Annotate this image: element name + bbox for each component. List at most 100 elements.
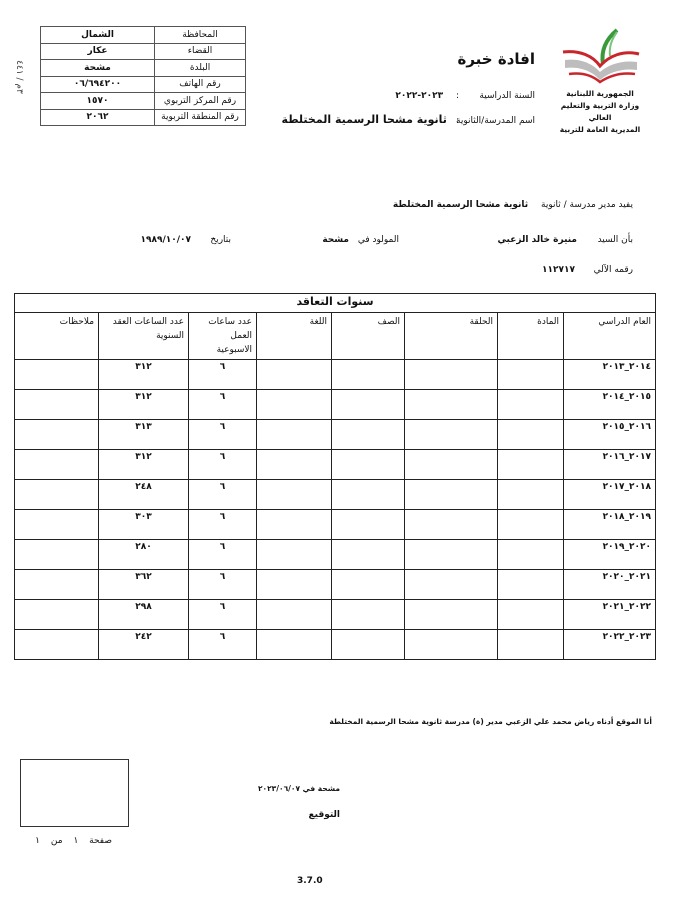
- director-line: يفيد مدير مدرسة / ثانوية ثانوية مشحا الر…: [393, 200, 633, 210]
- table-row: ٢٠١٨_٢٠١٧ ٦ ٢٤٨: [13, 479, 657, 510]
- director-label: يفيد مدير مدرسة / ثانوية: [541, 200, 633, 210]
- table-row: ٢٠٢٠_٢٠١٩ ٦ ٢٨٠: [13, 539, 657, 570]
- table-title: سنوات التعاقد: [13, 293, 657, 313]
- class-cell: [331, 449, 406, 480]
- column-header: العام الدراسي: [563, 312, 657, 360]
- page-label: صفحة: [89, 836, 112, 846]
- language-cell: [256, 629, 333, 660]
- info-row: عكار القضاء: [39, 42, 246, 60]
- class-cell: [331, 569, 406, 600]
- annual-hours-cell: ٢٤٢: [98, 629, 190, 660]
- ministry-logo: الجمهورية اللبنانية وزارة التربية والتعل…: [555, 26, 645, 134]
- info-row: ٠٦/٦٩٤٢٠٠ رقم الهاتف: [39, 75, 246, 93]
- logo-line-3: المديرية العامة للتربية: [559, 125, 641, 134]
- person-label: بأن السيد: [597, 235, 633, 245]
- notes-cell: [13, 419, 100, 450]
- logo-book-icon: [562, 28, 640, 84]
- subject-cell: [497, 509, 565, 540]
- table-row: ٢٠٢٢_٢٠٢١ ٦ ٢٩٨: [13, 599, 657, 630]
- annual-hours-cell: ٣٠٣: [98, 509, 190, 540]
- school-year-line: السنة الدراسية: ٢٠٢٣-٢٠٢٢: [395, 91, 535, 101]
- subject-cell: [497, 479, 565, 510]
- annual-hours-cell: ٣١٢: [98, 389, 190, 420]
- class-cell: [331, 509, 406, 540]
- page-total: ١: [35, 836, 41, 846]
- table-row: ٢٠١٥_٢٠١٤ ٦ ٣١٢: [13, 389, 657, 420]
- cycle-cell: [404, 509, 499, 540]
- subject-cell: [497, 359, 565, 390]
- info-row: الشمال المحافظة: [39, 26, 246, 44]
- born-place: مشحة: [322, 235, 349, 245]
- column-header: اللغة: [256, 312, 333, 360]
- page-of: من: [50, 836, 63, 846]
- version: 3.7.0: [297, 876, 323, 886]
- annual-hours-cell: ٣١٣: [98, 419, 190, 450]
- year-cell: ٢٠٢٢_٢٠٢١: [563, 599, 657, 630]
- year-cell: ٢٠٢١_٢٠٢٠: [563, 569, 657, 600]
- stamp-box: [20, 759, 129, 827]
- colon: :: [455, 116, 459, 126]
- info-table: الشمال المحافظة عكار القضاء مشحة البلدة ٠٦/٦٩٤…: [39, 26, 246, 126]
- birth-date: ١٩٨٩/١٠/٠٧: [140, 235, 191, 245]
- language-cell: [256, 449, 333, 480]
- weekly-hours-cell: ٦: [188, 449, 258, 480]
- weekly-hours-cell: ٦: [188, 509, 258, 540]
- notes-cell: [13, 569, 100, 600]
- notes-cell: [13, 479, 100, 510]
- class-cell: [331, 479, 406, 510]
- side-code: ٣م / ٤٤١: [13, 60, 24, 94]
- language-cell: [256, 419, 333, 450]
- year-cell: ٢٠٢٣_٢٠٢٢: [563, 629, 657, 660]
- colon: :: [455, 91, 459, 101]
- column-header: الصف: [331, 312, 406, 360]
- notes-cell: [13, 599, 100, 630]
- notes-cell: [13, 539, 100, 570]
- date-label: بتاريخ: [210, 235, 231, 245]
- annual-hours-cell: ٢٤٨: [98, 479, 190, 510]
- year-cell: ٢٠٢٠_٢٠١٩: [563, 539, 657, 570]
- class-cell: [331, 539, 406, 570]
- info-value: ١٥٧٠: [39, 92, 156, 110]
- school-year-value: ٢٠٢٣-٢٠٢٢: [395, 91, 444, 101]
- info-label: رقم المركز التربوي: [154, 92, 246, 110]
- class-cell: [331, 359, 406, 390]
- year-cell: ٢٠١٦_٢٠١٥: [563, 419, 657, 450]
- info-value: ٢٠٦٢: [39, 108, 156, 126]
- annual-hours-cell: ٣١٢: [98, 359, 190, 390]
- cycle-cell: [404, 359, 499, 390]
- weekly-hours-cell: ٦: [188, 389, 258, 420]
- school-name-value: ثانوية مشحا الرسمية المختلطة: [281, 113, 447, 126]
- weekly-hours-cell: ٦: [188, 599, 258, 630]
- info-value: الشمال: [39, 26, 156, 44]
- person-name: منيرة خالد الزعبي: [497, 235, 577, 245]
- signature-label: التوقيع: [308, 810, 341, 820]
- subject-cell: [497, 629, 565, 660]
- table-row: ٢٠٢١_٢٠٢٠ ٦ ٣٦٢: [13, 569, 657, 600]
- id-value: ١١٢٧١٧: [542, 265, 575, 275]
- weekly-hours-cell: ٦: [188, 539, 258, 570]
- born-label: المولود في: [357, 235, 399, 245]
- info-label: البلدة: [154, 59, 246, 77]
- subject-cell: [497, 419, 565, 450]
- notes-cell: [13, 449, 100, 480]
- language-cell: [256, 389, 333, 420]
- class-cell: [331, 419, 406, 450]
- info-value: مشحة: [39, 59, 156, 77]
- cycle-cell: [404, 629, 499, 660]
- school-name-label: اسم المدرسة/الثانوية: [456, 116, 535, 126]
- table-row: ٢٠١٦_٢٠١٥ ٦ ٣١٣: [13, 419, 657, 450]
- year-cell: ٢٠١٩_٢٠١٨: [563, 509, 657, 540]
- logo-line-2: وزارة التربية والتعليم العالي: [560, 101, 640, 122]
- school-year-label: السنة الدراسية: [479, 91, 535, 101]
- year-cell: ٢٠١٥_٢٠١٤: [563, 389, 657, 420]
- language-cell: [256, 359, 333, 390]
- annual-hours-cell: ٣١٢: [98, 449, 190, 480]
- cycle-cell: [404, 449, 499, 480]
- info-label: المحافظة: [154, 26, 246, 44]
- table-row: ٢٠١٧_٢٠١٦ ٦ ٣١٢: [13, 449, 657, 480]
- language-cell: [256, 599, 333, 630]
- info-value: عكار: [39, 42, 156, 60]
- subject-cell: [497, 569, 565, 600]
- contract-years-table: سنوات التعاقد العام الدراسي المادة الحلقة ا…: [13, 293, 657, 660]
- info-value: ٠٦/٦٩٤٢٠٠: [39, 75, 156, 93]
